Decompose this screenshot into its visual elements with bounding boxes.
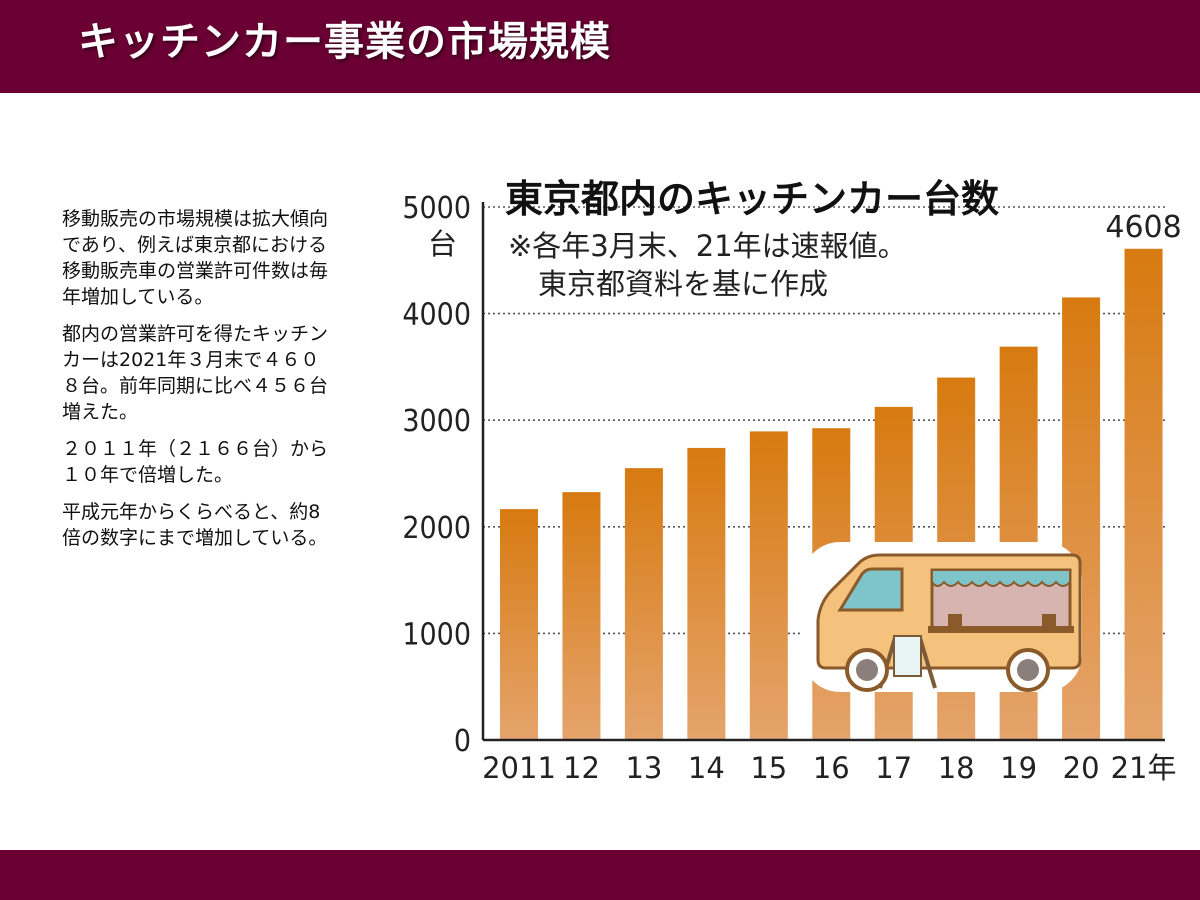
- bar: [749, 431, 788, 740]
- x-tick-label: 18: [938, 751, 975, 785]
- bar-chart: 0 1000 2000 3000 4000 5000 2011 12 13 14 15 16 17 18 1…: [402, 177, 1181, 785]
- body-paragraph-2: 都内の営業許可を得たキッチンカーは2021年３月末で４６０８台。前年同期に比べ４…: [62, 323, 329, 423]
- x-tick-label: 21年: [1111, 751, 1177, 785]
- body-text: 移動販売の市場規模は拡大傾向であり、例えば東京都における移動販売車の営業許可件数…: [62, 206, 337, 562]
- chart-subtitle-line-2: 東京都資料を基に作成: [538, 267, 828, 301]
- header-bar: キッチンカー事業の市場規模: [0, 0, 1200, 93]
- x-tick-label: 2011: [482, 751, 556, 785]
- x-tick-label: 13: [625, 751, 662, 785]
- y-tick-label: 5000: [402, 191, 471, 226]
- data-label: 4608: [1105, 210, 1181, 245]
- y-tick-label: 1000: [402, 617, 471, 652]
- x-tick-label: 14: [688, 751, 725, 785]
- x-tick-label: 15: [750, 751, 787, 785]
- page-title: キッチンカー事業の市場規模: [78, 19, 611, 65]
- x-tick-label: 17: [875, 751, 912, 785]
- x-tick-label: 20: [1063, 751, 1100, 785]
- y-axis-unit: 台: [428, 227, 457, 261]
- bar: [687, 447, 726, 740]
- body-paragraph-3: ２０１１年（２１６６台）から１０年で倍増した。: [62, 438, 329, 486]
- chart-subtitle-line-1: ※各年3月末、21年は速報値。: [508, 229, 907, 263]
- body-paragraph-1: 移動販売の市場規模は拡大傾向であり、例えば東京都における移動販売車の営業許可件数…: [62, 208, 329, 308]
- bar: [624, 468, 663, 740]
- footer-bar: [0, 850, 1200, 900]
- y-tick-label: 3000: [402, 404, 471, 439]
- body-paragraph-4: 平成元年からくらべると、約8倍の数字にまで増加している。: [62, 501, 328, 549]
- y-tick-label: 2000: [402, 511, 471, 546]
- bar: [1124, 248, 1163, 740]
- y-tick-label: 0: [454, 724, 471, 759]
- chart-title: 東京都内のキッチンカー台数: [505, 177, 999, 221]
- bar: [562, 492, 601, 740]
- bar: [500, 509, 538, 740]
- x-tick-label: 19: [1000, 751, 1037, 785]
- x-tick-label: 16: [813, 751, 850, 785]
- food-truck-icon: [802, 542, 1082, 692]
- y-tick-label: 4000: [402, 298, 471, 333]
- x-tick-label: 12: [563, 751, 600, 785]
